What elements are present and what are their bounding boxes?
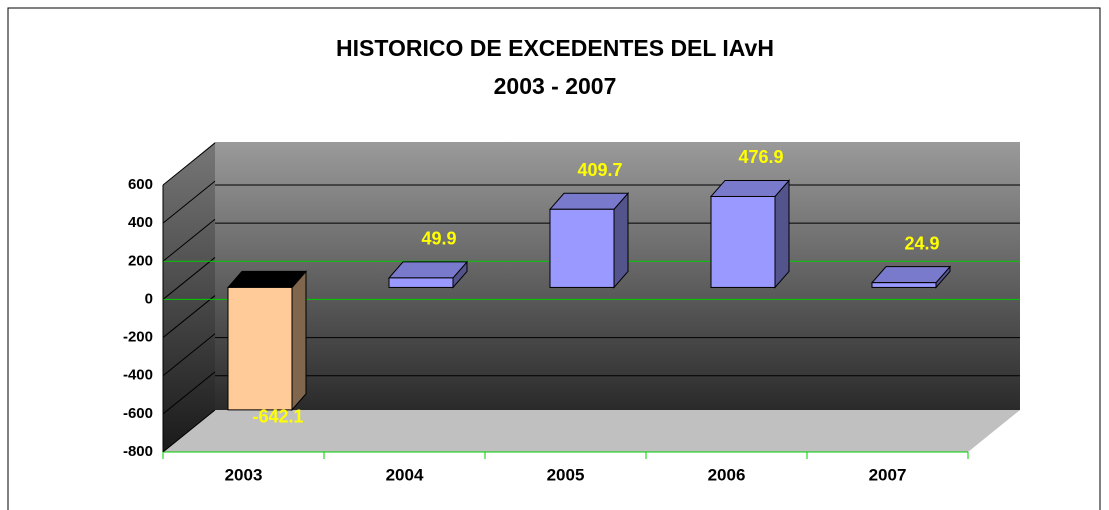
value-label: 49.9 [421,229,456,249]
bar-side [774,179,790,289]
y-tick-label: 0 [145,290,153,307]
grid-line [162,295,216,338]
y-tick-label: 600 [128,176,153,193]
grid-line [162,218,216,262]
value-label: -642.1 [252,407,303,427]
bar [227,286,293,411]
y-tick-label: -200 [123,329,153,346]
y-tick-label: -800 [123,443,153,460]
x-tick-label: 2004 [386,465,424,484]
x-tick-label: 2005 [547,465,585,484]
x-tick-label: 2007 [869,465,907,484]
grid-line [162,333,216,377]
grid-line [162,180,216,224]
y-tick-label: -600 [123,405,153,422]
grid-line [162,257,216,300]
y-tick-label: 200 [128,252,153,269]
bar-top [709,179,791,197]
grid-line [162,371,216,415]
value-label: 24.9 [904,233,939,253]
bar-top [870,266,952,284]
x-tick-label: 2003 [225,465,263,484]
bar-top [548,192,630,210]
x-tick-label: 2006 [708,465,746,484]
floor [163,410,1020,452]
bar [549,208,615,288]
y-tick-label: 400 [128,214,153,231]
bar-top [387,261,469,279]
chart-title: HISTORICO DE EXCEDENTES DEL IAvH [336,35,774,61]
y-tick-label: -400 [123,367,153,384]
chart-subtitle: 2003 - 2007 [494,73,617,99]
grid-line [162,142,216,186]
value-label: 409.7 [577,160,622,180]
bar [710,195,776,288]
value-label: 476.9 [738,147,783,167]
bar-top [226,270,308,288]
grid-line [162,409,216,453]
bar [388,277,454,288]
bar [871,282,937,288]
side-wall [163,142,215,452]
bar-side [291,270,307,412]
